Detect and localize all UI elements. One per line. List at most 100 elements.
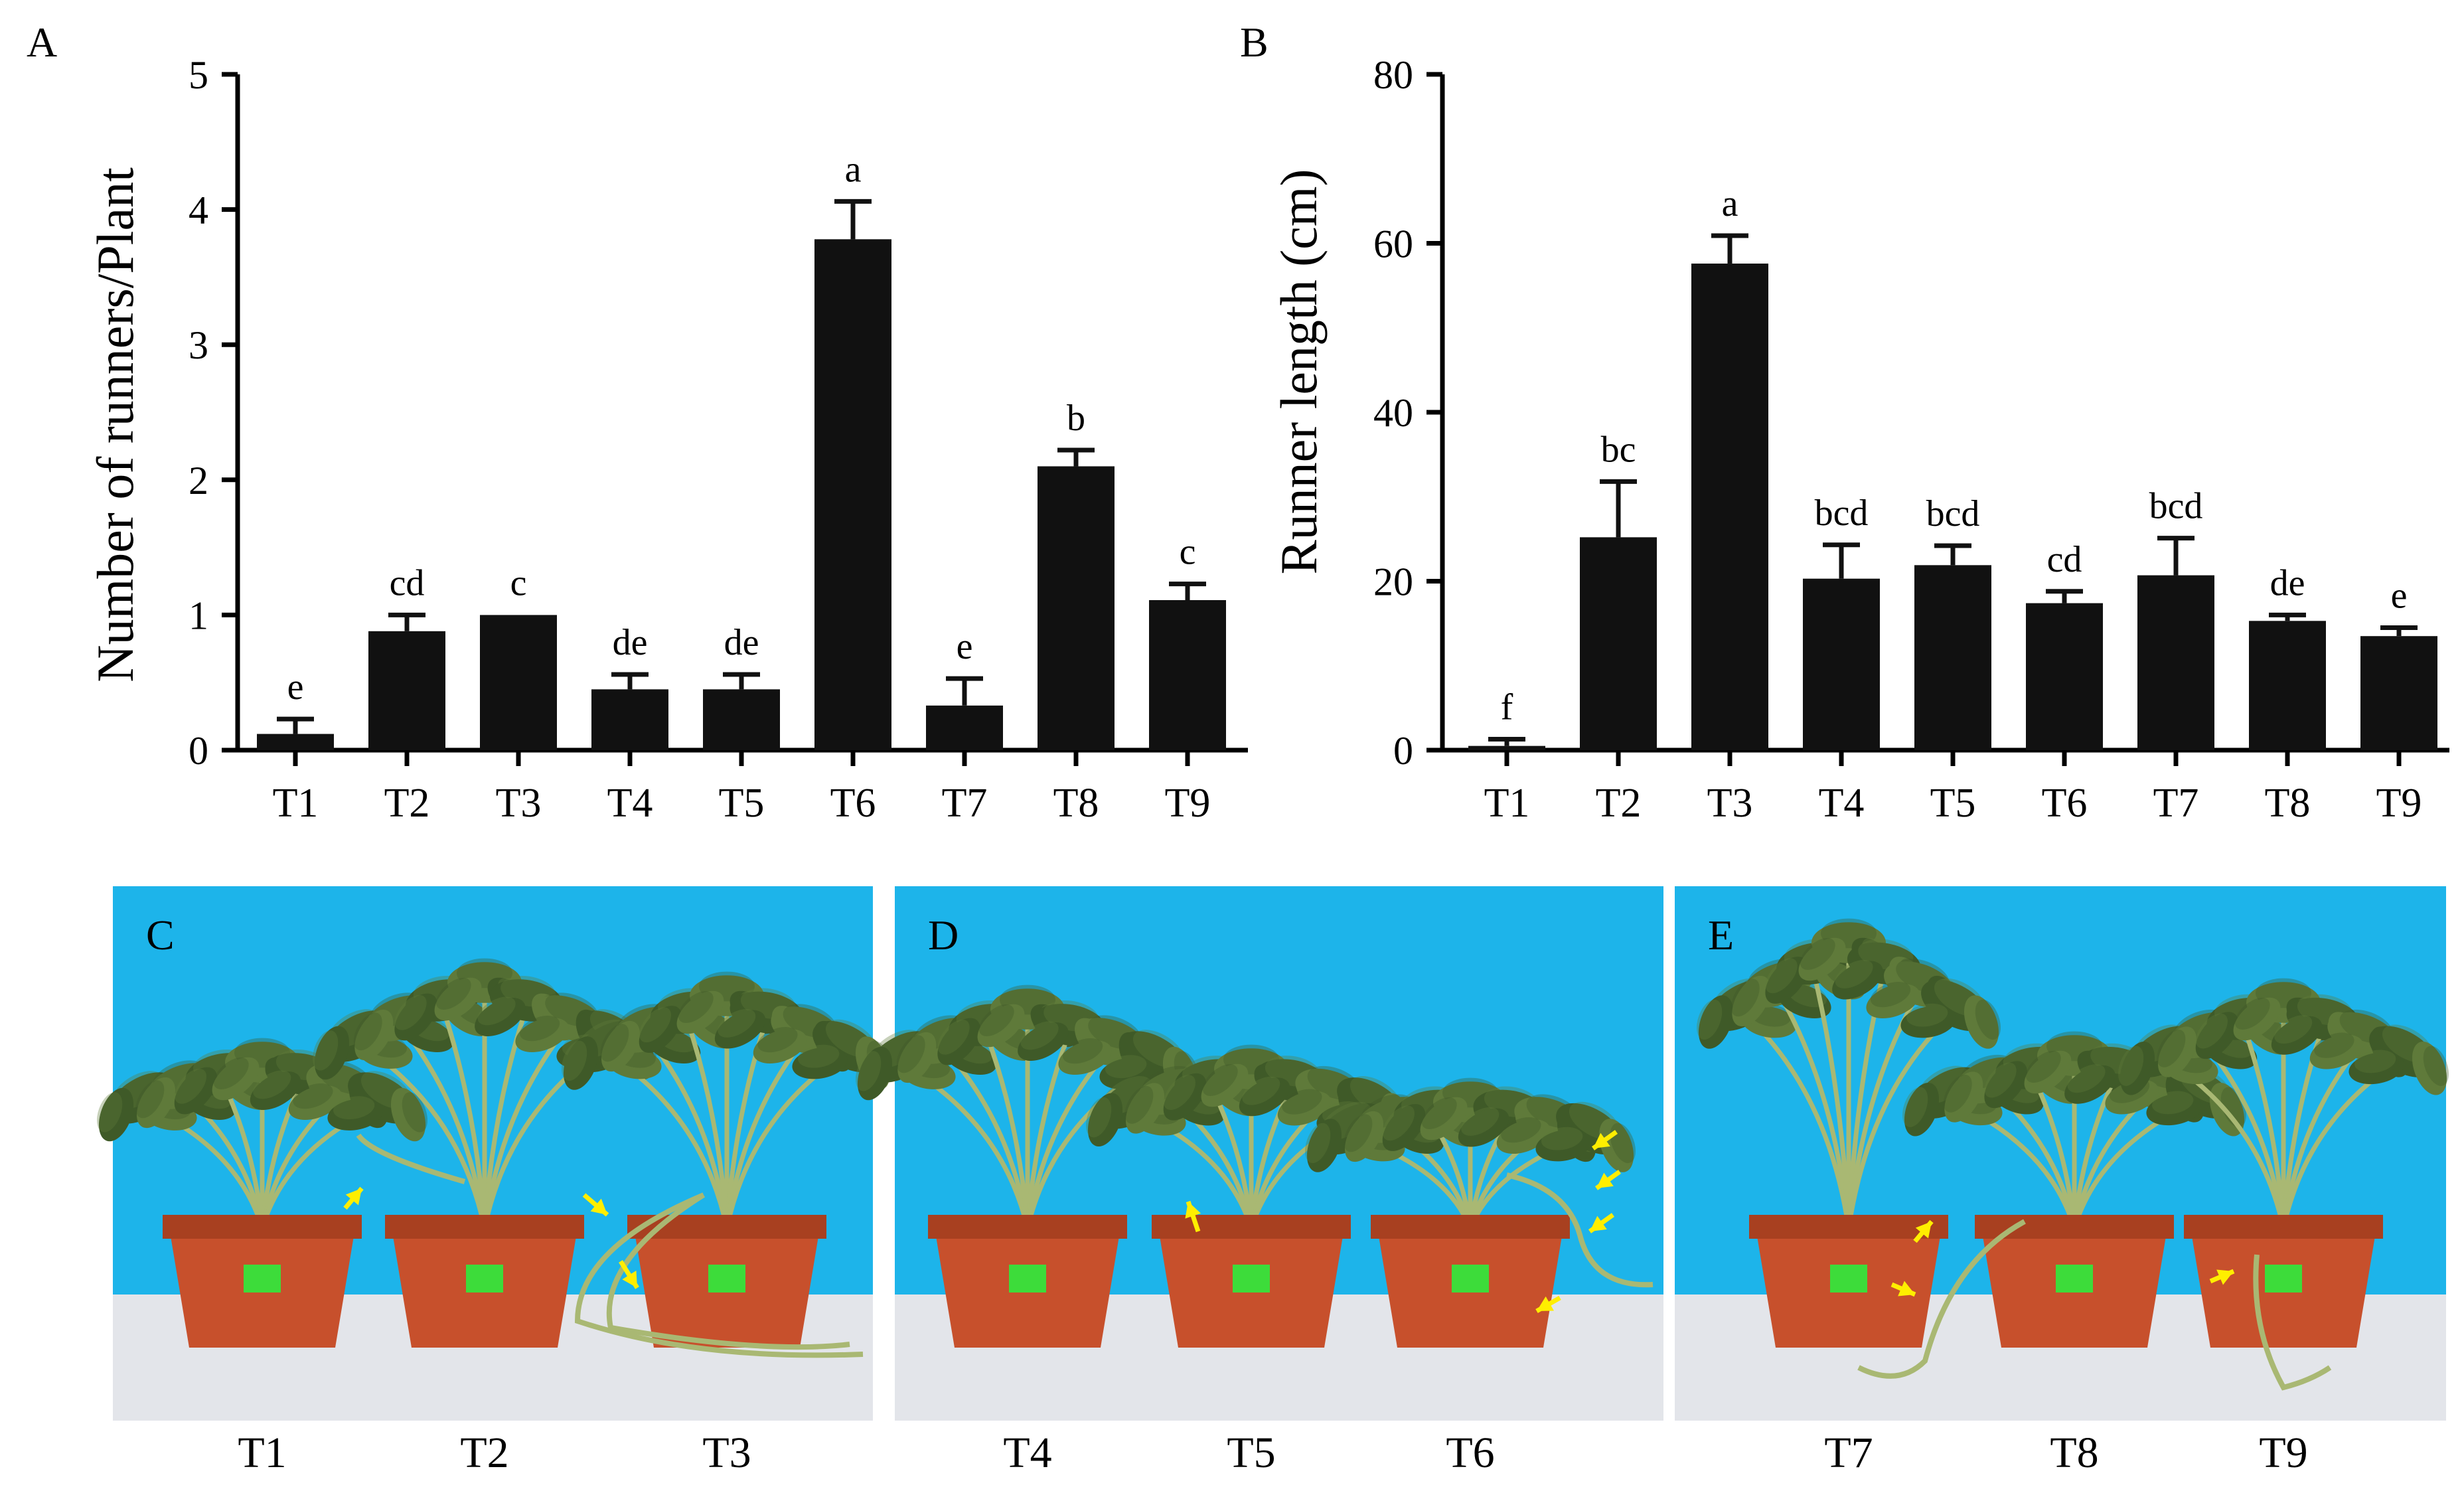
significance-label: bcd [1815, 493, 1869, 534]
leaf-shade [353, 1012, 382, 1051]
leaf-blade [857, 1046, 893, 1101]
pot [1975, 1215, 2174, 1348]
pot [928, 1215, 1127, 1348]
leaf-blade [1239, 1077, 1290, 1117]
leaf-shade [856, 1051, 882, 1091]
photo-panel-c: C T1 T2 T3 [97, 886, 892, 1477]
leaf-shade [213, 1057, 249, 1089]
leaf [1535, 1127, 1591, 1162]
significance-labels: f bc a bcd bcd cd bcd de e [1501, 183, 2408, 728]
arrow [1591, 1130, 1618, 1150]
leaf-shade [519, 1016, 560, 1042]
leaf [1201, 1063, 1249, 1107]
leaf-shade [1541, 1127, 1583, 1150]
leaf [1866, 982, 1920, 1019]
leaf-blade [1698, 995, 1734, 1049]
leaf [1832, 959, 1883, 1000]
leaf-shade [293, 1083, 333, 1109]
leaf-blade [2348, 1052, 2404, 1085]
leaf-shade [2067, 1064, 2106, 1093]
leaf-blade [1964, 995, 1999, 1049]
leaf-blade [639, 1006, 682, 1053]
leaf [753, 1027, 807, 1064]
bar-t7 [926, 705, 1003, 750]
leaf-blade [937, 1018, 980, 1065]
stem [684, 1018, 730, 1229]
leaf-blade [1944, 1071, 1983, 1123]
leaf [2309, 1032, 2364, 1069]
leaf-blade [601, 1020, 641, 1072]
leaf [1765, 957, 1808, 1004]
leaf [288, 1083, 343, 1121]
arrow-head [2216, 1269, 2234, 1285]
category-label: T3 [1707, 781, 1753, 826]
significance-label: bc [1601, 429, 1636, 470]
leaf [2064, 1064, 2116, 1104]
treatment-label: T8 [2050, 1429, 2098, 1477]
panel-letter: B [1240, 19, 1269, 66]
leaf-shade [978, 1004, 1014, 1036]
category-label: T6 [830, 781, 876, 826]
y-tick-label: 0 [189, 729, 208, 773]
pot [1152, 1215, 1351, 1348]
pot-tag [1009, 1265, 1046, 1293]
leaf-shade [1461, 1107, 1500, 1136]
leaf [2412, 1041, 2449, 1095]
stem [983, 1030, 1030, 1229]
leaf-shade [2195, 1013, 2228, 1049]
leaf [1943, 1071, 1983, 1123]
leaf [390, 1087, 427, 1142]
significance-label: de [724, 622, 759, 663]
leaf [327, 1096, 383, 1131]
pot [2184, 1215, 2383, 1348]
category-label: T7 [2153, 781, 2199, 826]
category-label: T8 [2265, 781, 2311, 826]
leaf [2195, 1012, 2239, 1059]
leaf-blade [354, 1009, 394, 1061]
bar-t4 [591, 689, 668, 750]
pot [627, 1215, 826, 1348]
arrow-head [1915, 1221, 1932, 1239]
leaf-shade [1731, 979, 1760, 1017]
pot [1371, 1215, 1570, 1348]
treatment-label: T6 [1446, 1429, 1494, 1477]
runner [2253, 1254, 2332, 1391]
significance-label: c [510, 562, 527, 603]
arrow [1594, 1170, 1622, 1190]
pot-tag [1452, 1265, 1489, 1293]
pot-tag [1233, 1265, 1270, 1293]
leaf-blade [1163, 1073, 1207, 1121]
significance-label: c [1180, 532, 1196, 573]
pot-rim [2184, 1215, 2383, 1239]
leaf [1277, 1089, 1332, 1126]
leaf [1964, 995, 2001, 1049]
leaf [1163, 1073, 1207, 1121]
leaf [2118, 1041, 2155, 1095]
leaf [1697, 995, 1734, 1049]
leaf [212, 1057, 260, 1101]
panel-letter: C [146, 911, 175, 959]
panel-letter: A [27, 19, 57, 66]
leaf-blade [563, 1036, 599, 1090]
leaf [313, 1026, 350, 1080]
leaf-shade [1870, 982, 1911, 1008]
category-label: T1 [273, 781, 319, 826]
y-ticks: 0 20 40 60 80 [1373, 53, 1442, 773]
leaf-blade [327, 1099, 383, 1131]
bar-t5 [1914, 565, 1991, 750]
pot-rim [928, 1215, 1127, 1239]
leaf [394, 993, 437, 1041]
leaf-shade [2152, 1091, 2194, 1115]
leaf-shade [678, 990, 714, 1023]
category-label: T6 [2042, 781, 2088, 826]
significance-label: a [845, 149, 862, 190]
plant [1697, 918, 2001, 1229]
arrow-head [590, 1198, 607, 1215]
leaf-shade [2423, 1046, 2449, 1086]
pot [385, 1215, 584, 1348]
leaf [639, 1006, 682, 1053]
arrow-head [1537, 1296, 1554, 1311]
arrow-head [1596, 1172, 1614, 1188]
leaf-shade [1765, 958, 1798, 994]
treatment-label: T1 [238, 1429, 286, 1477]
